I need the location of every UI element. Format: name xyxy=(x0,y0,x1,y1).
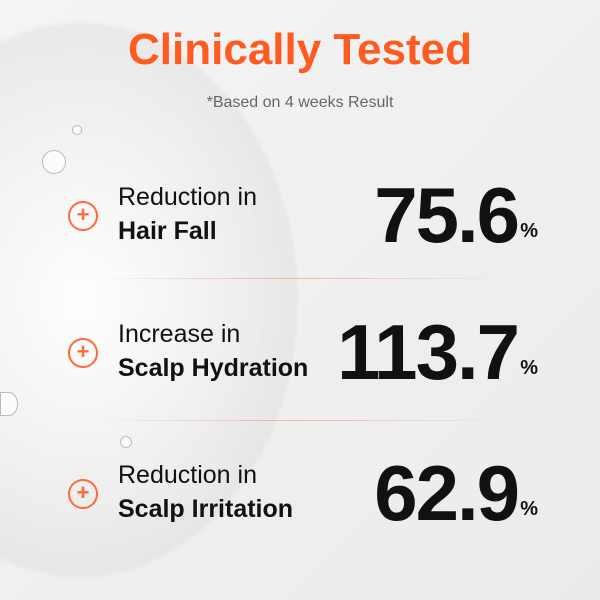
stat-row: + Increase in Scalp Hydration 113.7 % xyxy=(68,307,538,417)
stat-value: 62.9 xyxy=(374,449,520,537)
stat-label: Increase in xyxy=(118,320,241,348)
plus-circle-icon: + xyxy=(68,479,98,509)
stat-label-bold: Scalp Irritation xyxy=(118,495,294,523)
page-title: Clinically Tested xyxy=(128,25,472,74)
stat-unit: % xyxy=(520,220,538,242)
stat-label-bold: Hair Fall xyxy=(118,217,217,245)
subtitle: *Based on 4 weeks Result xyxy=(206,94,394,111)
bubble xyxy=(42,150,66,174)
stat-value: 113.7 xyxy=(337,308,520,396)
divider xyxy=(90,420,510,421)
stat-row: + Reduction in Scalp Irritation 62.9 % xyxy=(68,448,538,558)
stat-label: Reduction in xyxy=(118,183,257,211)
plus-circle-icon: + xyxy=(68,338,98,368)
bubble xyxy=(0,392,18,416)
bubble xyxy=(72,125,82,135)
divider xyxy=(90,278,510,279)
stat-value: 75.6 xyxy=(374,171,520,259)
stat-row: + Reduction in Hair Fall 75.6 % xyxy=(68,170,538,280)
stat-unit: % xyxy=(520,357,538,379)
stat-label: Reduction in xyxy=(118,461,257,489)
bubble xyxy=(120,436,132,448)
stat-label-bold: Scalp Hydration xyxy=(118,354,309,382)
stat-unit: % xyxy=(520,498,538,520)
plus-circle-icon: + xyxy=(68,201,98,231)
